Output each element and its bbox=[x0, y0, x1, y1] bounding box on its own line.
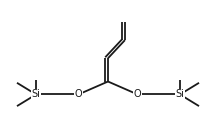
Text: Si: Si bbox=[32, 89, 40, 99]
Text: Si: Si bbox=[176, 89, 184, 99]
Text: O: O bbox=[134, 89, 141, 99]
Text: O: O bbox=[75, 89, 82, 99]
